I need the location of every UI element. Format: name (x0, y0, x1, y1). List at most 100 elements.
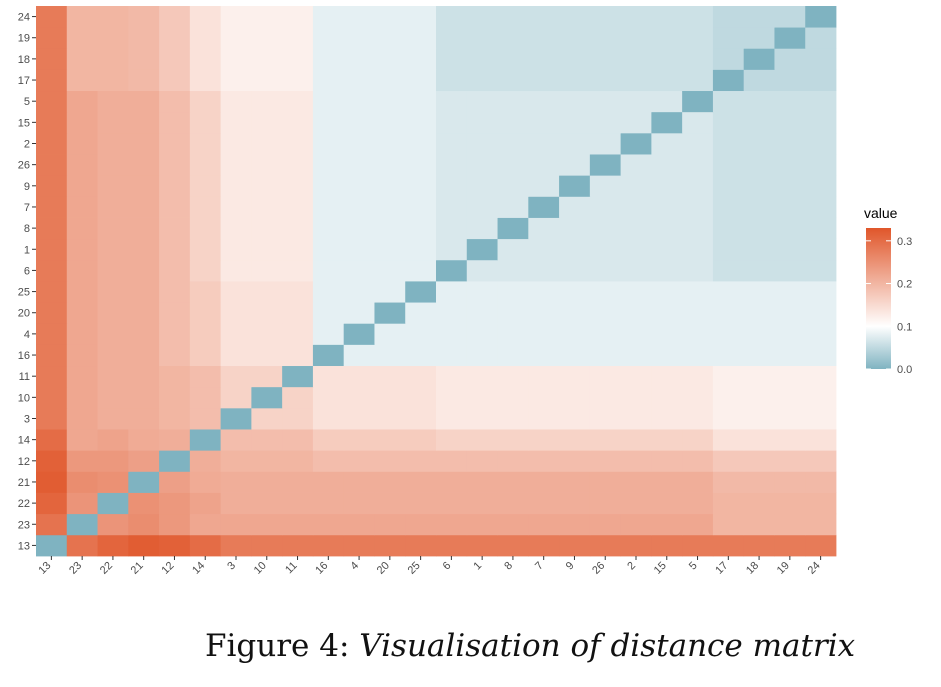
heatmap-cell (712, 386, 745, 409)
heatmap-cell (497, 238, 529, 261)
heatmap-cell (220, 6, 252, 28)
heatmap-cell (36, 175, 68, 197)
heatmap-cell (97, 492, 129, 515)
heatmap-cell (805, 513, 837, 536)
heatmap-cell (436, 196, 468, 218)
heatmap-cell (651, 69, 683, 92)
heatmap-cell (466, 6, 498, 28)
heatmap-cell (374, 69, 406, 92)
heatmap-cell (497, 154, 529, 176)
heatmap-cell (128, 132, 160, 155)
heatmap-cell (128, 111, 160, 134)
heatmap-cell (774, 534, 806, 557)
heatmap-cell (466, 471, 498, 493)
heatmap-cell (405, 429, 437, 451)
heatmap-cell (466, 429, 498, 451)
heatmap-cell (620, 6, 652, 28)
heatmap-cell (405, 513, 437, 536)
heatmap-cell (128, 154, 160, 176)
heatmap-cell (682, 302, 714, 324)
heatmap-cell (66, 534, 98, 557)
heatmap-cell (805, 111, 837, 134)
heatmap-cell (220, 175, 252, 197)
heatmap-cell (66, 323, 98, 345)
heatmap-cell (466, 27, 498, 49)
heatmap-cell (251, 6, 283, 28)
heatmap-cell (682, 69, 714, 92)
heatmap-cell (66, 132, 98, 155)
heatmap-cell (159, 48, 191, 70)
heatmap-cell (128, 344, 160, 367)
heatmap-cell (282, 323, 314, 345)
heatmap-cell (805, 429, 837, 451)
heatmap-cell (712, 154, 745, 176)
heatmap-cell (97, 429, 129, 451)
heatmap-cell (97, 534, 129, 557)
y-tick-label: 6 (24, 265, 30, 277)
heatmap-cell (251, 302, 283, 324)
heatmap-cell (559, 111, 591, 134)
heatmap-cell (743, 154, 775, 176)
heatmap-cell (466, 407, 498, 430)
heatmap-cell (436, 365, 468, 388)
heatmap-cell (343, 90, 375, 113)
heatmap-cell (589, 429, 622, 451)
heatmap-cell (774, 27, 806, 49)
heatmap-cell (712, 471, 745, 493)
heatmap-cell (405, 175, 437, 197)
heatmap-cell (36, 154, 68, 176)
heatmap-cell (220, 429, 252, 451)
heatmap-cell (251, 344, 283, 367)
heatmap-cell (251, 48, 283, 70)
heatmap-cell (312, 259, 345, 282)
heatmap-cell (528, 132, 560, 155)
heatmap-cell (682, 27, 714, 49)
heatmap-cell (374, 513, 406, 536)
heatmap-cell (282, 281, 314, 303)
heatmap-cell (312, 6, 345, 28)
heatmap-cell (312, 492, 345, 515)
heatmap-cell (774, 132, 806, 155)
y-tick-label: 19 (18, 33, 30, 45)
heatmap-cell (36, 217, 68, 240)
heatmap-cell (651, 492, 683, 515)
heatmap-cell (36, 492, 68, 515)
heatmap-cell (559, 492, 591, 515)
heatmap-cell (528, 48, 560, 70)
heatmap-cell (559, 132, 591, 155)
heatmap-cell (374, 344, 406, 367)
heatmap-cell (774, 238, 806, 261)
heatmap-cell (559, 154, 591, 176)
heatmap-cell (466, 492, 498, 515)
heatmap-cell (189, 111, 222, 134)
heatmap-cell (497, 323, 529, 345)
heatmap-cell (159, 450, 191, 472)
heatmap-cell (651, 534, 683, 557)
heatmap-cell (128, 492, 160, 515)
legend-tick-label: 0.3 (897, 236, 912, 248)
heatmap-cell (128, 6, 160, 28)
heatmap-cell (128, 27, 160, 49)
heatmap-cell (651, 429, 683, 451)
heatmap-cell (528, 302, 560, 324)
heatmap-cell (189, 238, 222, 261)
heatmap-cell (220, 407, 252, 430)
heatmap-cell (774, 48, 806, 70)
heatmap-cell (282, 69, 314, 92)
heatmap-cell (405, 90, 437, 113)
heatmap-cell (466, 513, 498, 536)
heatmap-cell (774, 407, 806, 430)
heatmap-cell (159, 27, 191, 49)
heatmap-cell (128, 429, 160, 451)
heatmap-cell (497, 492, 529, 515)
heatmap-cell (620, 90, 652, 113)
heatmap-cell (159, 513, 191, 536)
x-tick-label: 16 (313, 560, 330, 577)
heatmap-cell (36, 344, 68, 367)
heatmap-cell (97, 407, 129, 430)
heatmap-cell (251, 259, 283, 282)
y-tick-label: 4 (24, 329, 30, 341)
x-tick-label: 22 (98, 560, 115, 577)
heatmap-cell (559, 471, 591, 493)
heatmap-cell (251, 534, 283, 557)
